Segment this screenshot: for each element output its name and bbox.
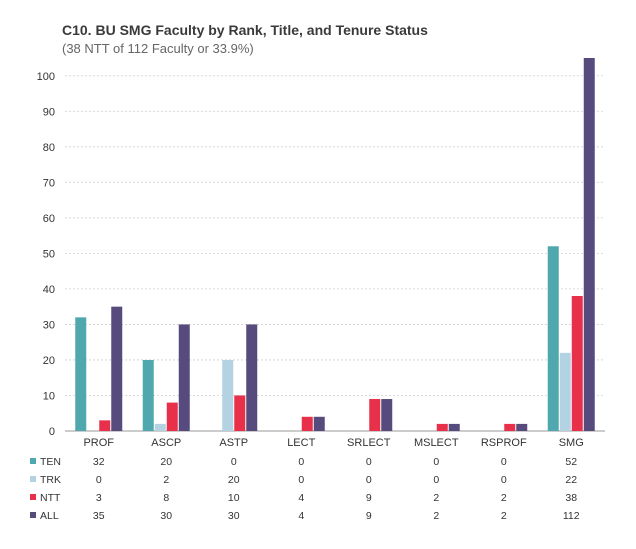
y-tick-label-90: 90 [43, 106, 55, 118]
table-value-ntt-prof: 3 [96, 492, 102, 504]
legend-swatch-trk [30, 476, 36, 482]
table-value-trk-smg: 22 [565, 474, 577, 486]
bar-ascp-ten [142, 359, 154, 431]
table-value-all-astp: 30 [228, 510, 240, 522]
table-value-all-srlect: 9 [366, 510, 372, 522]
bar-rsprof-all [516, 423, 528, 431]
bar-ascp-all [178, 324, 190, 431]
table-value-ten-mslect: 0 [433, 456, 439, 468]
table-value-ntt-lect: 4 [298, 492, 304, 504]
table-value-trk-mslect: 0 [433, 474, 439, 486]
chart-title: C10. BU SMG Faculty by Rank, Title, and … [62, 22, 428, 38]
table-value-ten-smg: 52 [565, 456, 577, 468]
table-value-trk-lect: 0 [298, 474, 304, 486]
table-value-ten-srlect: 0 [366, 456, 372, 468]
table-value-all-rsprof: 2 [501, 510, 507, 522]
table-value-ten-rsprof: 0 [501, 456, 507, 468]
table-value-trk-prof: 0 [96, 474, 102, 486]
y-tick-label-100: 100 [37, 71, 55, 83]
y-tick-label-30: 30 [43, 319, 55, 331]
x-tick-label-mslect: MSLECT [414, 437, 459, 449]
legend-swatch-ntt [30, 494, 36, 500]
table-value-all-smg: 112 [563, 510, 580, 522]
table-value-ten-ascp: 20 [160, 456, 172, 468]
x-tick-label-prof: PROF [83, 437, 114, 449]
legend-swatch-ten [30, 458, 36, 464]
legend-swatch-all [30, 512, 36, 518]
y-tick-label-80: 80 [43, 142, 55, 154]
table-value-all-ascp: 30 [160, 510, 172, 522]
x-tick-label-astp: ASTP [219, 437, 248, 449]
x-tick-label-lect: LECT [287, 437, 315, 449]
table-value-ntt-smg: 38 [565, 492, 577, 504]
bar-astp-ntt [234, 395, 246, 431]
y-tick-label-40: 40 [43, 284, 55, 296]
y-tick-label-70: 70 [43, 177, 55, 189]
x-tick-label-ascp: ASCP [151, 437, 181, 449]
x-tick-label-srlect: SRLECT [347, 437, 391, 449]
bar-ascp-trk [154, 423, 166, 431]
table-value-trk-srlect: 0 [366, 474, 372, 486]
bar-smg-ten [547, 246, 559, 431]
y-tick-label-50: 50 [43, 248, 55, 260]
bar-astp-all [246, 324, 258, 431]
bar-smg-ntt [571, 296, 583, 431]
bar-lect-all [313, 416, 325, 431]
x-tick-label-rsprof: RSPROF [481, 437, 527, 449]
y-tick-label-20: 20 [43, 355, 55, 367]
bar-ascp-ntt [166, 402, 178, 431]
table-value-all-prof: 35 [93, 510, 105, 522]
table-value-trk-rsprof: 0 [501, 474, 507, 486]
x-tick-label-smg: SMG [559, 437, 584, 449]
y-tick-label-60: 60 [43, 213, 55, 225]
legend-label-trk: TRK [40, 474, 61, 486]
table-value-ntt-srlect: 9 [366, 492, 372, 504]
table-value-trk-astp: 20 [228, 474, 240, 486]
legend-label-ntt: NTT [40, 492, 61, 504]
bar-srlect-all [381, 399, 393, 431]
table-value-ntt-ascp: 8 [163, 492, 169, 504]
table-value-ten-prof: 32 [93, 456, 105, 468]
bar-smg-trk [559, 352, 571, 431]
bar-rsprof-ntt [504, 423, 516, 431]
table-value-trk-ascp: 2 [163, 474, 169, 486]
legend-label-ten: TEN [40, 456, 61, 468]
bar-prof-ten [75, 317, 87, 431]
bar-prof-ntt [99, 420, 111, 431]
bar-lect-ntt [301, 416, 313, 431]
bar-smg-all [583, 58, 595, 431]
y-tick-label-10: 10 [43, 390, 55, 402]
bar-mslect-ntt [436, 423, 448, 431]
table-value-all-lect: 4 [298, 510, 304, 522]
bar-srlect-ntt [369, 399, 381, 431]
table-value-ten-astp: 0 [231, 456, 237, 468]
bar-mslect-all [448, 423, 460, 431]
legend-label-all: ALL [40, 510, 59, 522]
table-value-ten-lect: 0 [298, 456, 304, 468]
bar-astp-trk [222, 359, 234, 431]
y-tick-label-0: 0 [49, 426, 55, 438]
table-value-ntt-mslect: 2 [433, 492, 439, 504]
table-value-ntt-rsprof: 2 [501, 492, 507, 504]
table-value-all-mslect: 2 [433, 510, 439, 522]
table-value-ntt-astp: 10 [228, 492, 240, 504]
bar-prof-all [111, 306, 123, 431]
chart-subtitle: (38 NTT of 112 Faculty or 33.9%) [62, 41, 254, 56]
